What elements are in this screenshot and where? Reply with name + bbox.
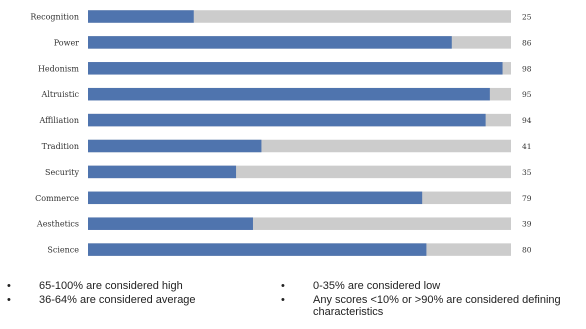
category-label: Aesthetics [36,220,79,229]
value-label: 80 [522,246,532,255]
bullet-icon: • [7,280,11,292]
bar [88,113,486,127]
bar-chart: Recognition 25 Power 86 Hedonism 98 Altruistic… [30,10,532,256]
bar [88,36,452,49]
value-label: 41 [522,142,532,151]
value-label: 35 [522,168,532,177]
value-label: 98 [522,64,532,73]
bar [88,217,253,230]
notes-list: • 65-100% are considered high • 36-64% a… [0,272,586,329]
bar [88,62,503,75]
category-label: Affiliation [38,116,79,125]
bullet-icon: • [281,294,285,306]
bar [88,139,262,153]
bar [88,191,423,205]
value-label: 39 [522,220,532,229]
bar [88,87,490,101]
bar [88,165,237,179]
bar [88,243,427,256]
category-label: Tradition [42,142,79,151]
value-label: 94 [522,116,532,125]
category-label: Altruistic [41,90,80,99]
value-label: 86 [522,38,532,47]
value-label: 25 [522,13,532,22]
bar [88,10,194,23]
category-label: Recognition [30,13,79,22]
note-text: 65-100% are considered high [39,280,183,292]
bullet-icon: • [7,294,11,306]
category-label: Hedonism [38,64,79,73]
note-text: 36-64% are considered average [39,294,196,306]
note-text: 0-35% are considered low [313,280,441,292]
bullet-icon: • [281,280,285,292]
note-text: Any scores <10% or >90% are considered d… [313,294,561,318]
category-label: Power [54,38,79,47]
value-label: 95 [522,90,532,99]
category-label: Science [47,246,79,255]
value-label: 79 [522,194,532,203]
category-label: Commerce [35,194,79,203]
category-label: Security [45,168,79,177]
